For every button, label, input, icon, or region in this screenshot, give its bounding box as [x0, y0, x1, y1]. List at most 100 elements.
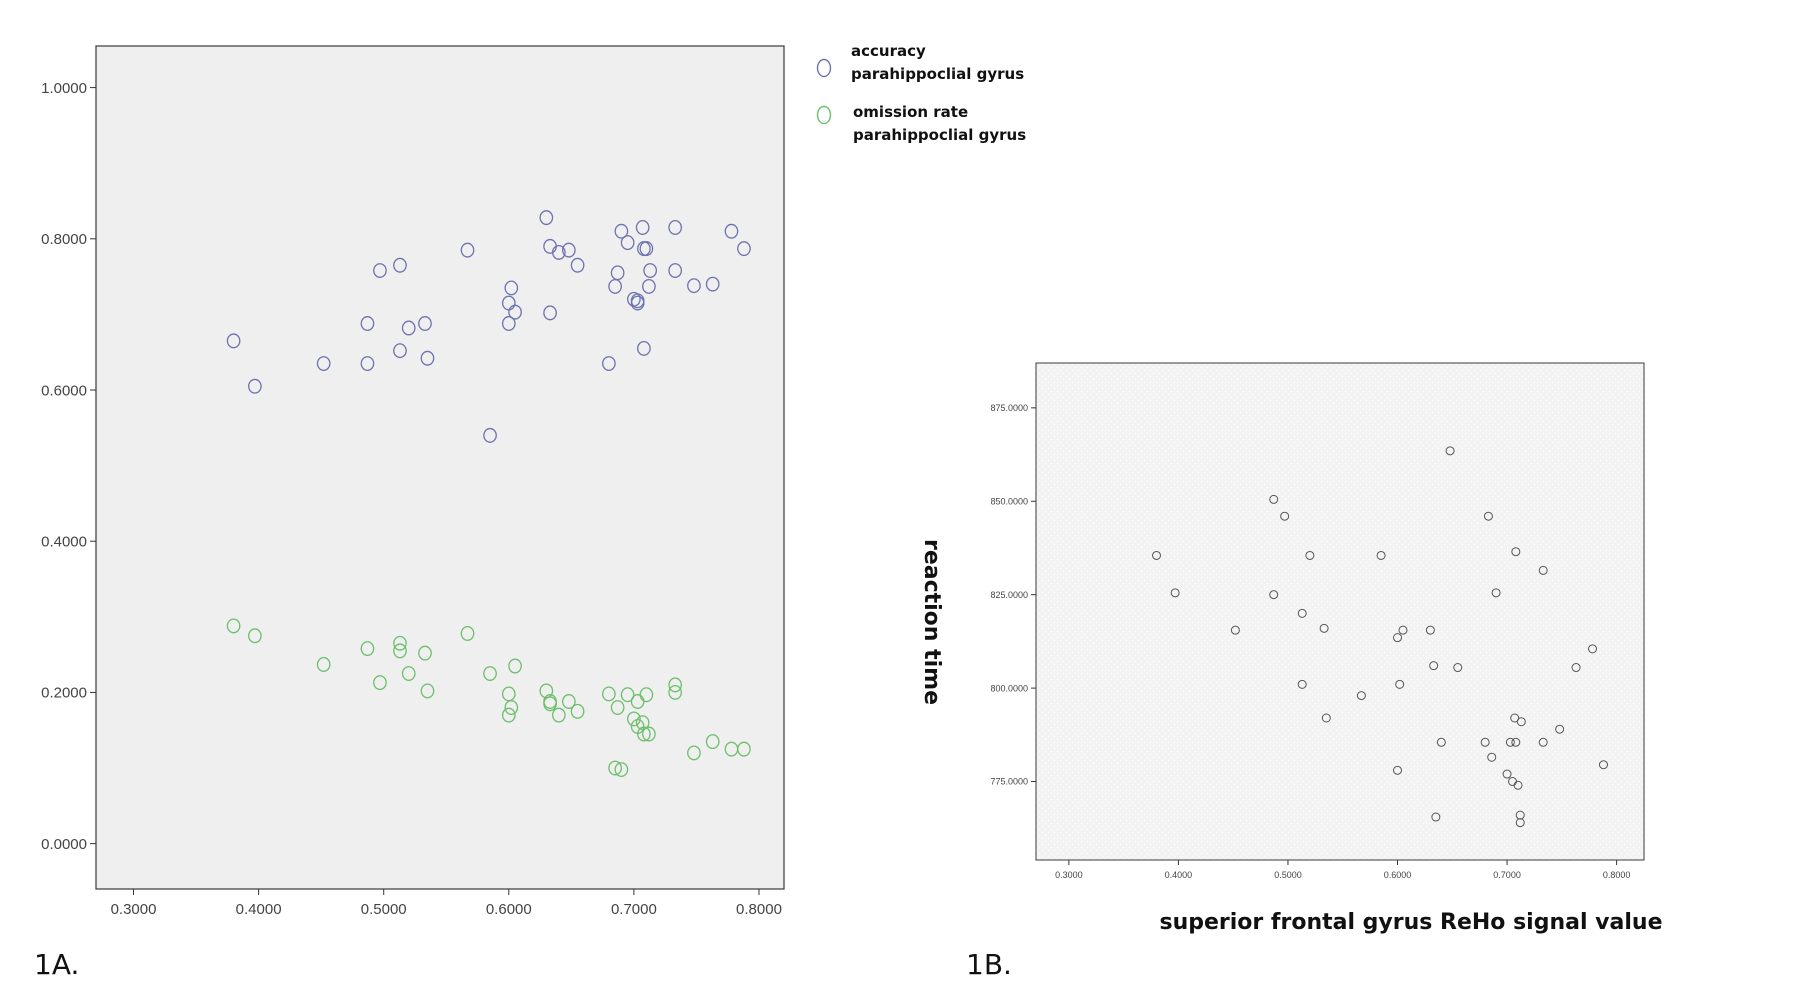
b-x-tick-label: 0.3000: [1055, 870, 1083, 880]
b-y-tick-label: 825.0000: [990, 590, 1028, 600]
b-point-series-0: [1510, 713, 1520, 723]
panel-1b-points: [1152, 446, 1608, 828]
panel-1b-label: 1B.: [966, 948, 1012, 981]
a-point-series-1: [501, 707, 516, 723]
a-x-tick-label: 0.6000: [486, 901, 532, 918]
a-point-series-0: [373, 263, 387, 278]
a-point-series-0: [226, 333, 241, 349]
a-point-series-0: [561, 242, 576, 258]
a-y-tick-label: 0.4000: [41, 533, 87, 550]
a-y-tick-label: 0.2000: [41, 685, 87, 702]
a-y-tick-label: 0.0000: [41, 836, 87, 853]
b-point-series-0: [1429, 661, 1439, 671]
a-point-series-0: [543, 305, 557, 321]
a-point-series-0: [642, 278, 656, 294]
b-point-series-0: [1571, 663, 1581, 673]
a-point-series-1: [360, 641, 375, 657]
b-point-series-0: [1321, 713, 1331, 723]
a-point-series-0: [360, 356, 375, 371]
a-point-series-0: [501, 316, 516, 331]
a-point-series-1: [393, 635, 407, 651]
a-point-series-1: [570, 703, 585, 719]
a-point-series-1: [614, 762, 629, 777]
a-x-tick-label: 0.5000: [361, 901, 407, 918]
a-point-series-1: [620, 687, 635, 703]
legend-label-accuracy-line1: accuracy: [851, 42, 926, 60]
b-point-series-0: [1487, 752, 1497, 762]
panel-1b-y-axis: 775.0000 800.0000 825.0000 850.0000 875.0000: [990, 403, 1036, 787]
a-point-series-1: [226, 618, 241, 634]
b-x-tick-label: 0.8000: [1603, 870, 1631, 880]
panel-1a: 0.0000 0.2000 0.4000 0.6000 0.8000 1.0000 0.3…: [34, 42, 1026, 981]
panel-1b-plot-area: [1035, 362, 1645, 861]
panel-1b-y-axis-title: reaction time: [919, 539, 944, 705]
a-point-series-1: [668, 684, 683, 700]
b-point-series-0: [1491, 588, 1501, 598]
b-point-series-0: [1395, 679, 1405, 689]
b-point-series-0: [1297, 608, 1307, 618]
legend-marker-accuracy: [816, 58, 832, 78]
a-point-series-1: [401, 666, 416, 681]
b-point-series-0: [1453, 663, 1463, 673]
a-point-series-0: [639, 241, 654, 257]
b-point-series-0: [1305, 550, 1315, 560]
b-point-series-0: [1555, 724, 1565, 734]
a-point-series-0: [724, 223, 739, 239]
a-point-series-0: [610, 265, 625, 281]
b-point-series-0: [1280, 511, 1290, 521]
panel-1b-x-axis: 0.3000 0.4000 0.5000 0.6000 0.7000 0.8000: [1055, 860, 1630, 880]
a-y-tick-label: 0.8000: [41, 231, 87, 248]
a-point-series-1: [248, 628, 262, 644]
b-point-series-0: [1515, 818, 1525, 828]
b-point-series-0: [1376, 550, 1386, 560]
b-point-series-0: [1538, 737, 1548, 747]
a-point-series-1: [420, 683, 435, 699]
b-point-series-0: [1588, 644, 1598, 654]
a-point-series-0: [508, 304, 522, 320]
b-point-series-0: [1505, 737, 1515, 747]
a-point-series-1: [561, 694, 576, 709]
a-point-series-1: [627, 711, 641, 727]
a-point-series-1: [483, 666, 497, 681]
a-point-series-0: [620, 235, 635, 251]
b-point-series-0: [1319, 623, 1329, 633]
a-x-tick-label: 0.3000: [111, 901, 157, 918]
a-point-series-1: [543, 696, 557, 712]
panel-1a-plot-area: [95, 45, 785, 890]
a-point-series-0: [643, 263, 658, 278]
b-point-series-0: [1170, 588, 1180, 598]
b-point-series-0: [1398, 625, 1408, 635]
a-point-series-0: [602, 356, 616, 371]
a-point-series-0: [460, 242, 475, 258]
a-point-series-0: [668, 263, 683, 278]
a-y-tick-label: 0.6000: [41, 382, 87, 399]
b-point-series-0: [1480, 737, 1490, 747]
a-x-tick-label: 0.7000: [611, 901, 657, 918]
legend-label-omission-rate-line1: omission rate: [853, 103, 968, 121]
panel-1a-y-axis: 0.0000 0.2000 0.4000 0.6000 0.8000 1.0000: [41, 80, 96, 853]
a-point-series-1: [504, 700, 519, 715]
a-point-series-1: [373, 675, 387, 691]
a-point-series-0: [635, 220, 650, 235]
a-point-series-1: [687, 745, 701, 761]
a-point-series-0: [570, 257, 585, 273]
panel-1a-label: 1A.: [34, 948, 79, 981]
a-point-series-1: [642, 726, 656, 742]
panel-1a-x-axis: 0.3000 0.4000 0.5000 0.6000 0.7000 0.8000: [111, 889, 782, 918]
b-point-series-0: [1269, 494, 1279, 504]
b-point-series-0: [1269, 590, 1279, 600]
legend-label-accuracy-line2: parahippoclial gyrus: [851, 65, 1024, 83]
a-x-tick-label: 0.8000: [736, 901, 782, 918]
a-point-series-0: [630, 295, 645, 311]
a-point-series-1: [637, 726, 651, 742]
a-point-series-1: [668, 677, 683, 693]
a-point-series-1: [316, 657, 331, 672]
a-point-series-0: [737, 241, 751, 257]
a-point-series-0: [705, 276, 720, 292]
b-x-tick-label: 0.6000: [1384, 870, 1412, 880]
b-y-tick-label: 775.0000: [990, 777, 1028, 787]
b-point-series-0: [1502, 769, 1512, 779]
a-point-series-0: [539, 210, 554, 226]
legend-label-omission-rate-line2: parahippoclial gyrus: [853, 126, 1026, 144]
